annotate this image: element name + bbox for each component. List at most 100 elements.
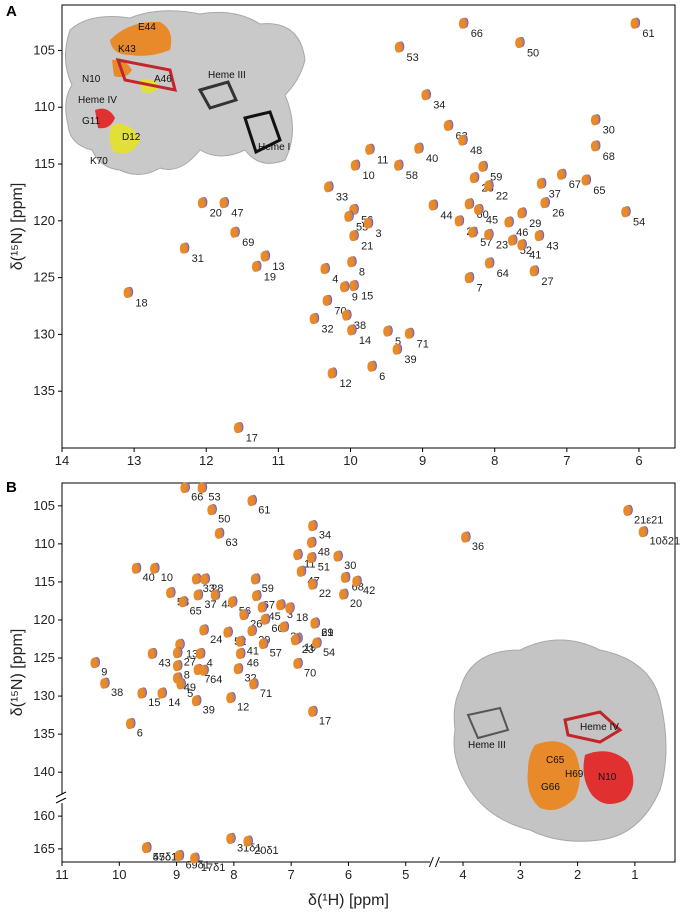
peak-4 xyxy=(422,89,430,101)
peak-13 xyxy=(133,562,140,574)
peak-33 xyxy=(261,613,269,625)
peak-label-b: 17δ1 xyxy=(201,862,225,874)
peak-45 xyxy=(486,257,494,269)
peak-57 xyxy=(101,677,109,689)
peak-label-b: 59 xyxy=(262,583,274,595)
y-tick-label-a: 115 xyxy=(34,156,55,171)
peak-label-a: 53 xyxy=(407,52,419,64)
x-tick-label-b: 3 xyxy=(517,867,524,882)
peak-53 xyxy=(343,309,351,321)
x-tick-label-a: 12 xyxy=(199,453,213,468)
peak-35 xyxy=(311,617,319,629)
peak-label-a: 9 xyxy=(352,292,358,304)
peak-label-b: 66 xyxy=(191,492,203,504)
inset-a-label: Heme III xyxy=(208,70,246,81)
peak-label-b: 5 xyxy=(187,688,193,700)
peak-5 xyxy=(308,536,316,548)
peak-label-a: 67 xyxy=(569,179,581,191)
peak-9 xyxy=(216,527,223,539)
peak-23 xyxy=(518,207,526,219)
peak-label-b: 53 xyxy=(208,492,220,504)
peak-label-b: 40 xyxy=(142,572,154,584)
peak-33 xyxy=(485,229,493,240)
peak-22 xyxy=(167,587,175,598)
peak-2 xyxy=(208,504,216,516)
inset-b-label: C65 xyxy=(546,755,565,766)
peak-11 xyxy=(624,504,632,516)
peak-label-b: 69 xyxy=(321,627,333,639)
peak-63 xyxy=(227,692,235,703)
peak-label-b: 31δ1 xyxy=(237,842,261,854)
peak-32 xyxy=(240,609,248,621)
y-tick-label-b: 120 xyxy=(33,612,55,627)
peak-8 xyxy=(366,143,374,155)
peak-27 xyxy=(325,181,333,193)
peak-47 xyxy=(341,281,349,293)
peak-10 xyxy=(462,531,470,543)
peak-27 xyxy=(229,596,237,608)
peak-label-b: 49 xyxy=(184,682,196,694)
peak-label-a: 66 xyxy=(471,28,483,40)
panel-b-plot: 11 10 9 8 7 6 5 4 3 2 1105110115120125130135140160… xyxy=(9,481,680,909)
peak-label-a: 50 xyxy=(527,47,539,59)
peak-label-b: 3 xyxy=(287,609,293,621)
peak-7 xyxy=(308,552,316,563)
peak-20 xyxy=(342,571,349,583)
peak-68 xyxy=(176,850,183,861)
peak-15 xyxy=(193,573,201,585)
peak-label-a: 5 xyxy=(395,336,401,348)
inset-b-label: Heme III xyxy=(468,740,506,751)
peak-label-a: 8 xyxy=(359,267,365,279)
y-tick-label-b: 160 xyxy=(33,808,55,823)
peak-label-b: 55δ1 xyxy=(153,852,177,864)
peak-32 xyxy=(469,226,477,238)
peak-label-a: 27 xyxy=(541,276,553,288)
peak-label-b: 50 xyxy=(218,514,230,526)
peak-52 xyxy=(311,313,318,324)
x-tick-label-b: 4 xyxy=(459,867,466,882)
peak-label-b: 8 xyxy=(184,670,190,682)
peak-label-a: 33 xyxy=(336,192,348,204)
peak-label-a: 59 xyxy=(490,171,502,183)
peak-46 xyxy=(149,648,156,659)
peak-label-b: 38 xyxy=(111,687,123,699)
x-tick-label-a: 14 xyxy=(55,453,69,468)
peak-45 xyxy=(313,637,321,649)
peak-label-b: 23 xyxy=(302,644,314,656)
y-tick-label-b: 105 xyxy=(33,498,55,513)
x-tick-label-b: 11 xyxy=(55,867,69,882)
peak-69 xyxy=(227,833,235,844)
peak-51 xyxy=(323,294,331,306)
peak-71 xyxy=(191,852,199,864)
x-tick-label-b: 7 xyxy=(288,867,295,882)
peak-23 xyxy=(194,589,202,601)
peak-6 xyxy=(294,549,302,560)
y-axis-label-a: δ(¹⁵N) [ppm] xyxy=(9,183,26,271)
peak-61 xyxy=(158,687,166,699)
peak-label-b: 4 xyxy=(207,657,213,669)
y-tick-label-a: 110 xyxy=(34,99,55,114)
peak-label-b: 11 xyxy=(304,559,315,571)
peak-60 xyxy=(235,422,243,433)
inset-b-label: N10 xyxy=(598,772,617,783)
y-axis-break-gap xyxy=(56,794,66,803)
peak-9 xyxy=(415,142,423,154)
peak-67 xyxy=(143,842,151,853)
peak-10 xyxy=(592,140,600,152)
peak-label-a: 23 xyxy=(496,239,508,251)
peak-39 xyxy=(280,621,288,633)
peak-label-b: 20 xyxy=(350,598,362,610)
peak-21 xyxy=(475,204,483,215)
x-tick-label-a: 13 xyxy=(127,453,141,468)
peak-17 xyxy=(558,168,566,180)
inset-a-label: K43 xyxy=(118,44,136,55)
peak-46 xyxy=(530,265,538,277)
inset-a-label: N10 xyxy=(82,74,101,85)
peak-label-b: 61 xyxy=(258,505,270,517)
y-tick-label-b: 140 xyxy=(33,764,55,779)
peak-5 xyxy=(445,120,452,131)
peak-label-b: 51 xyxy=(318,562,330,574)
peak-43 xyxy=(321,263,329,274)
